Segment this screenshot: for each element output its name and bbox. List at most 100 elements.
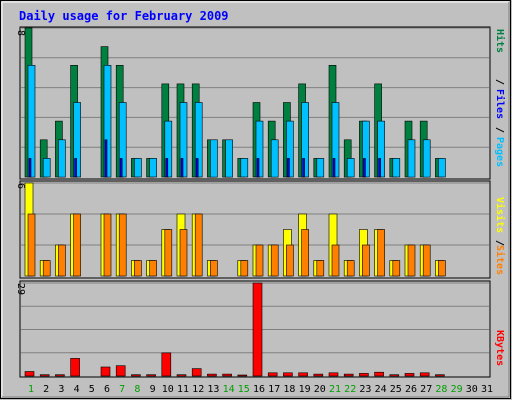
bar-sites-day-10 [164, 229, 173, 277]
x-tick-day-22: 22 [344, 384, 356, 395]
bar-files-day-17 [270, 139, 279, 178]
bar-sites-day-9 [149, 260, 157, 277]
bar-kbytes-day-15 [237, 374, 248, 377]
x-tick-day-10: 10 [162, 384, 174, 395]
bar-sites-day-1 [27, 213, 36, 277]
bar-files-day-2 [42, 158, 51, 178]
bar-pages-day-1 [28, 158, 32, 178]
bar-pages-day-19 [302, 158, 305, 178]
bar-kbytes-day-13 [207, 373, 217, 377]
panel-kbytes-ymax-label: 29 [15, 283, 26, 295]
bar-files-day-8 [134, 158, 142, 178]
bar-files-day-26 [407, 139, 416, 178]
x-tick-day-6: 6 [104, 384, 110, 395]
bar-files-day-21 [331, 102, 340, 178]
bar-sites-day-12 [194, 213, 203, 277]
bar-files-day-25 [392, 158, 401, 178]
bar-kbytes-day-16 [252, 282, 263, 377]
bar-files-day-3 [58, 139, 66, 178]
x-tick-day-17: 17 [268, 384, 280, 395]
bar-sites-day-6 [103, 213, 112, 277]
bar-kbytes-day-4 [70, 358, 80, 377]
x-tick-day-1: 1 [28, 384, 34, 395]
bar-files-day-4 [73, 102, 81, 178]
bar-files-day-1 [27, 65, 36, 178]
bar-sites-day-17 [270, 244, 279, 277]
bar-sites-day-7 [118, 213, 127, 277]
legend-visits-panel: Sites / Visits [494, 197, 506, 275]
bar-pages-day-23 [363, 158, 366, 178]
x-tick-day-4: 4 [74, 384, 80, 395]
bar-pages-day-11 [180, 158, 184, 178]
bar-files-day-27 [422, 139, 431, 178]
x-tick-day-26: 26 [405, 384, 417, 395]
x-tick-day-24: 24 [375, 384, 387, 395]
bar-sites-day-27 [422, 244, 431, 277]
bar-kbytes-day-25 [389, 374, 400, 377]
bar-kbytes-day-8 [131, 374, 141, 377]
x-tick-day-25: 25 [390, 384, 402, 395]
panel-hits-bars [24, 27, 446, 178]
bar-kbytes-day-6 [100, 366, 111, 377]
bar-sites-day-25 [392, 260, 401, 277]
bar-sites-day-8 [134, 260, 142, 277]
x-tick-day-21: 21 [329, 384, 341, 395]
x-axis-day-labels: 1 2 3 4 5 6 7 8 9 10 11 12 13 14 15 16 17 18 19 20 21 22 23 24 2… [28, 384, 493, 395]
bar-kbytes-day-3 [55, 374, 65, 377]
bar-pages-day-24 [378, 158, 381, 178]
bar-sites-day-4 [73, 213, 81, 277]
bar-files-day-6 [103, 65, 112, 178]
bar-kbytes-day-1 [24, 371, 35, 377]
x-tick-day-8: 8 [134, 384, 140, 395]
bar-pages-day-16 [256, 158, 260, 178]
bar-kbytes-day-22 [343, 373, 354, 377]
panel-kbytes: 29 [15, 280, 491, 378]
bar-kbytes-day-9 [146, 374, 156, 377]
x-tick-day-5: 5 [89, 384, 95, 395]
panel-visits-ymax-label: 6 [15, 183, 26, 189]
bar-kbytes-day-24 [374, 371, 384, 377]
legend-files: Files [494, 89, 506, 119]
bar-kbytes-day-26 [404, 373, 415, 377]
bar-files-day-18 [286, 120, 294, 178]
bar-files-day-28 [438, 158, 446, 178]
bar-files-day-9 [149, 158, 157, 178]
legend-sites: Sites [494, 245, 506, 275]
legend-sep-2: / [494, 79, 505, 85]
legend-sep-1: / [494, 127, 505, 133]
legend-visits: Visits [494, 197, 506, 233]
bar-kbytes-day-19 [298, 372, 308, 377]
x-tick-day-18: 18 [283, 384, 295, 395]
panel-visits: 6 [15, 180, 491, 279]
bar-pages-day-6 [104, 139, 108, 178]
bar-sites-day-20 [316, 260, 325, 277]
x-tick-day-9: 9 [150, 384, 156, 395]
x-tick-day-30: 30 [466, 384, 478, 395]
bar-files-day-7 [118, 102, 127, 178]
bar-kbytes-day-27 [419, 372, 430, 377]
x-tick-day-19: 19 [299, 384, 311, 395]
legend-kbytes-panel: KBytes [494, 330, 505, 366]
panel-visits-bars [24, 182, 446, 277]
bar-sites-day-2 [42, 260, 51, 277]
legend-hits: Hits [494, 29, 506, 53]
bar-kbytes-day-28 [435, 374, 445, 377]
x-tick-day-31: 31 [481, 384, 493, 395]
bar-kbytes-day-18 [283, 372, 293, 377]
x-tick-day-3: 3 [58, 384, 64, 395]
x-tick-day-16: 16 [253, 384, 265, 395]
bar-sites-day-23 [362, 244, 370, 277]
legend-pages: Pages [494, 137, 505, 167]
bar-files-day-12 [194, 102, 203, 178]
bar-kbytes-day-10 [161, 352, 172, 377]
chart-title: Daily usage for February 2009 [19, 9, 229, 23]
bar-kbytes-day-17 [267, 372, 278, 377]
bar-sites-day-11 [179, 229, 188, 277]
bar-pages-day-18 [287, 158, 290, 178]
bar-files-day-11 [179, 102, 188, 178]
bar-pages-day-7 [119, 158, 123, 178]
x-tick-day-29: 29 [451, 384, 463, 395]
x-tick-day-12: 12 [192, 384, 204, 395]
